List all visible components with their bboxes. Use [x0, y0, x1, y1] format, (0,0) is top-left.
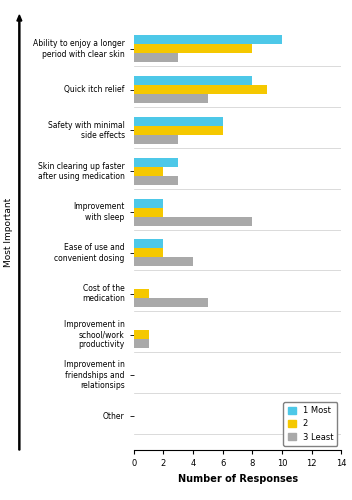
Bar [134, 248, 163, 258]
Bar [134, 54, 178, 62]
Bar [134, 76, 252, 85]
Bar [134, 298, 208, 307]
Bar [134, 208, 163, 216]
Bar [134, 36, 282, 44]
Bar [134, 330, 149, 339]
Bar [134, 240, 163, 248]
Bar [134, 258, 193, 266]
Bar [134, 126, 223, 135]
Bar [134, 85, 267, 94]
Legend: 1 Most, 2, 3 Least: 1 Most, 2, 3 Least [283, 402, 337, 446]
Bar [134, 176, 178, 185]
Bar [134, 198, 163, 207]
Bar [134, 167, 163, 176]
X-axis label: Number of Responses: Number of Responses [177, 474, 298, 484]
Bar [134, 135, 178, 144]
Bar [134, 94, 208, 103]
Bar [134, 216, 252, 226]
Text: Most Important: Most Important [4, 198, 13, 267]
Bar [134, 44, 252, 54]
Bar [134, 339, 149, 348]
Bar [134, 289, 149, 298]
Bar [134, 158, 178, 167]
Bar [134, 117, 223, 126]
